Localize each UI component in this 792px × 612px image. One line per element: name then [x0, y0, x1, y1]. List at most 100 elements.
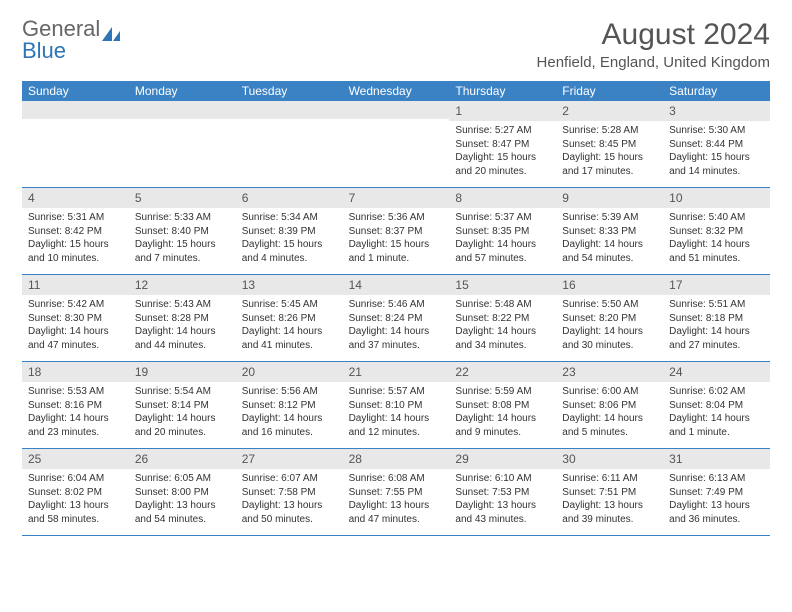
- day-number: 8: [449, 188, 556, 208]
- day-cell: 9Sunrise: 5:39 AMSunset: 8:33 PMDaylight…: [556, 188, 663, 274]
- daylight-text: and 44 minutes.: [135, 339, 230, 353]
- daylight-text: Daylight: 14 hours: [242, 412, 337, 426]
- daylight-text: Daylight: 13 hours: [349, 499, 444, 513]
- sunset-text: Sunset: 8:12 PM: [242, 399, 337, 413]
- day-number: 5: [129, 188, 236, 208]
- sunset-text: Sunset: 8:00 PM: [135, 486, 230, 500]
- day-number: 1: [449, 101, 556, 121]
- day-cell: 25Sunrise: 6:04 AMSunset: 8:02 PMDayligh…: [22, 449, 129, 535]
- day-number: 15: [449, 275, 556, 295]
- day-number: 18: [22, 362, 129, 382]
- day-cell: 11Sunrise: 5:42 AMSunset: 8:30 PMDayligh…: [22, 275, 129, 361]
- daylight-text: and 1 minute.: [349, 252, 444, 266]
- daylight-text: Daylight: 14 hours: [455, 412, 550, 426]
- daylight-text: and 36 minutes.: [669, 513, 764, 527]
- day-number: 9: [556, 188, 663, 208]
- day-number: [236, 101, 343, 119]
- day-number: [22, 101, 129, 119]
- day-number: 26: [129, 449, 236, 469]
- weekday-thursday: Thursday: [449, 81, 556, 101]
- daylight-text: Daylight: 14 hours: [135, 412, 230, 426]
- day-cell: 26Sunrise: 6:05 AMSunset: 8:00 PMDayligh…: [129, 449, 236, 535]
- sunrise-text: Sunrise: 5:30 AM: [669, 124, 764, 138]
- week-row: 1Sunrise: 5:27 AMSunset: 8:47 PMDaylight…: [22, 101, 770, 188]
- day-number: 24: [663, 362, 770, 382]
- sunset-text: Sunset: 8:20 PM: [562, 312, 657, 326]
- sunset-text: Sunset: 8:32 PM: [669, 225, 764, 239]
- sunrise-text: Sunrise: 5:48 AM: [455, 298, 550, 312]
- sunset-text: Sunset: 8:33 PM: [562, 225, 657, 239]
- day-cell: 2Sunrise: 5:28 AMSunset: 8:45 PMDaylight…: [556, 101, 663, 187]
- daylight-text: and 23 minutes.: [28, 426, 123, 440]
- daylight-text: Daylight: 15 hours: [562, 151, 657, 165]
- day-cell: 20Sunrise: 5:56 AMSunset: 8:12 PMDayligh…: [236, 362, 343, 448]
- daylight-text: Daylight: 13 hours: [669, 499, 764, 513]
- day-number: 21: [343, 362, 450, 382]
- day-number: 25: [22, 449, 129, 469]
- daylight-text: and 37 minutes.: [349, 339, 444, 353]
- day-number: 4: [22, 188, 129, 208]
- day-cell: 31Sunrise: 6:13 AMSunset: 7:49 PMDayligh…: [663, 449, 770, 535]
- sunrise-text: Sunrise: 5:54 AM: [135, 385, 230, 399]
- sunrise-text: Sunrise: 5:46 AM: [349, 298, 444, 312]
- day-cell: 21Sunrise: 5:57 AMSunset: 8:10 PMDayligh…: [343, 362, 450, 448]
- sunrise-text: Sunrise: 6:02 AM: [669, 385, 764, 399]
- sunset-text: Sunset: 8:37 PM: [349, 225, 444, 239]
- day-number: 14: [343, 275, 450, 295]
- daylight-text: and 41 minutes.: [242, 339, 337, 353]
- day-number: 31: [663, 449, 770, 469]
- calendar-body: 1Sunrise: 5:27 AMSunset: 8:47 PMDaylight…: [22, 101, 770, 536]
- daylight-text: and 58 minutes.: [28, 513, 123, 527]
- daylight-text: Daylight: 14 hours: [349, 412, 444, 426]
- daylight-text: and 7 minutes.: [135, 252, 230, 266]
- sunset-text: Sunset: 8:24 PM: [349, 312, 444, 326]
- sunrise-text: Sunrise: 5:59 AM: [455, 385, 550, 399]
- sunrise-text: Sunrise: 5:57 AM: [349, 385, 444, 399]
- daylight-text: and 54 minutes.: [135, 513, 230, 527]
- daylight-text: and 39 minutes.: [562, 513, 657, 527]
- sunrise-text: Sunrise: 5:56 AM: [242, 385, 337, 399]
- daylight-text: and 17 minutes.: [562, 165, 657, 179]
- sunrise-text: Sunrise: 6:00 AM: [562, 385, 657, 399]
- day-number: 7: [343, 188, 450, 208]
- day-cell: 23Sunrise: 6:00 AMSunset: 8:06 PMDayligh…: [556, 362, 663, 448]
- day-cell: 10Sunrise: 5:40 AMSunset: 8:32 PMDayligh…: [663, 188, 770, 274]
- logo-text-block: General Blue: [22, 18, 120, 62]
- day-number: 11: [22, 275, 129, 295]
- weekday-friday: Friday: [556, 81, 663, 101]
- daylight-text: and 20 minutes.: [455, 165, 550, 179]
- month-title: August 2024: [537, 18, 770, 52]
- sunrise-text: Sunrise: 5:50 AM: [562, 298, 657, 312]
- day-number: 17: [663, 275, 770, 295]
- sunset-text: Sunset: 8:42 PM: [28, 225, 123, 239]
- day-number: 28: [343, 449, 450, 469]
- daylight-text: Daylight: 13 hours: [562, 499, 657, 513]
- daylight-text: Daylight: 14 hours: [562, 238, 657, 252]
- day-number: 6: [236, 188, 343, 208]
- daylight-text: Daylight: 15 hours: [135, 238, 230, 252]
- daylight-text: and 4 minutes.: [242, 252, 337, 266]
- day-number: 19: [129, 362, 236, 382]
- sunset-text: Sunset: 7:55 PM: [349, 486, 444, 500]
- weekday-header-row: Sunday Monday Tuesday Wednesday Thursday…: [22, 81, 770, 101]
- day-cell: 29Sunrise: 6:10 AMSunset: 7:53 PMDayligh…: [449, 449, 556, 535]
- logo: General Blue: [22, 18, 120, 62]
- day-number: 12: [129, 275, 236, 295]
- sunset-text: Sunset: 7:49 PM: [669, 486, 764, 500]
- daylight-text: and 47 minutes.: [349, 513, 444, 527]
- sunset-text: Sunset: 8:22 PM: [455, 312, 550, 326]
- day-cell: 13Sunrise: 5:45 AMSunset: 8:26 PMDayligh…: [236, 275, 343, 361]
- sunset-text: Sunset: 7:53 PM: [455, 486, 550, 500]
- day-cell: 19 Sunrise: 5:54 AMSunset: 8:14 PMDayligh…: [129, 362, 236, 448]
- day-cell: 15Sunrise: 5:48 AMSunset: 8:22 PMDayligh…: [449, 275, 556, 361]
- weekday-wednesday: Wednesday: [343, 81, 450, 101]
- sunrise-text: Sunrise: 5:34 AM: [242, 211, 337, 225]
- day-cell: [22, 101, 129, 187]
- logo-sail-icon: [102, 23, 120, 37]
- day-cell: 28Sunrise: 6:08 AMSunset: 7:55 PMDayligh…: [343, 449, 450, 535]
- daylight-text: and 30 minutes.: [562, 339, 657, 353]
- day-cell: [129, 101, 236, 187]
- day-cell: 4Sunrise: 5:31 AMSunset: 8:42 PMDaylight…: [22, 188, 129, 274]
- sunset-text: Sunset: 8:14 PM: [135, 399, 230, 413]
- daylight-text: and 14 minutes.: [669, 165, 764, 179]
